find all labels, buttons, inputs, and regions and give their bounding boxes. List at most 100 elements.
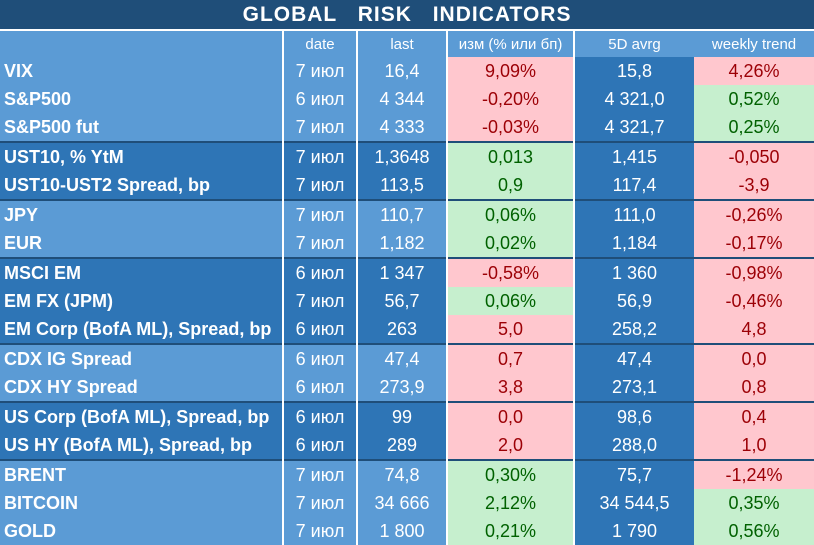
row-avg: 117,4: [573, 171, 694, 200]
table-row: BITCOIN 7 июл 34 666 2,12% 34 544,5 0,35%: [0, 489, 814, 517]
row-trend: -0,17%: [694, 229, 814, 258]
table-row: EM Corp (BofA ML), Spread, bp 6 июл 263 5,0…: [0, 315, 814, 344]
row-date: 6 июл: [282, 257, 357, 287]
row-change: 2,0: [446, 431, 574, 460]
row-date: 7 июл: [282, 489, 357, 517]
row-name: CDX HY Spread: [0, 373, 283, 402]
row-trend: 0,56%: [694, 517, 814, 545]
table-row: UST10, % YtM 7 июл 1,3648 0,013 1,415 -0,050: [0, 141, 814, 171]
row-last: 4 333: [356, 113, 447, 142]
row-change: 3,8: [446, 373, 574, 402]
row-trend: -1,24%: [694, 459, 814, 489]
row-date: 6 июл: [282, 431, 357, 460]
title-row: GLOBAL RISK INDICATORS: [0, 0, 814, 31]
row-name: GOLD: [0, 517, 283, 545]
row-date: 6 июл: [282, 315, 357, 344]
row-trend: -0,46%: [694, 287, 814, 315]
row-avg: 258,2: [573, 315, 694, 344]
row-change: 0,06%: [446, 287, 574, 315]
header-date: date: [282, 30, 357, 57]
header-last: last: [356, 30, 447, 57]
table-row: EM FX (JPM) 7 июл 56,7 0,06% 56,9 -0,46%: [0, 287, 814, 315]
row-last: 263: [356, 315, 447, 344]
row-change: 0,9: [446, 171, 574, 200]
table-row: JPY 7 июл 110,7 0,06% 111,0 -0,26%: [0, 199, 814, 229]
row-name: EUR: [0, 229, 283, 258]
row-last: 1,182: [356, 229, 447, 258]
table-row: CDX HY Spread 6 июл 273,9 3,8 273,1 0,8: [0, 373, 814, 402]
header-avg: 5D avrg: [573, 30, 694, 57]
row-last: 74,8: [356, 459, 447, 489]
row-last: 4 344: [356, 85, 447, 113]
row-name: UST10-UST2 Spread, bp: [0, 171, 283, 200]
row-change: 0,06%: [446, 199, 574, 229]
row-change: 0,7: [446, 343, 574, 373]
row-name: VIX: [0, 57, 283, 85]
row-date: 7 июл: [282, 141, 357, 171]
table-row: US Corp (BofA ML), Spread, bp 6 июл 99 0,0 9…: [0, 401, 814, 431]
table-row: EUR 7 июл 1,182 0,02% 1,184 -0,17%: [0, 229, 814, 258]
header-row: date last изм (% или бп) 5D avrg weekly …: [0, 30, 814, 57]
row-avg: 15,8: [573, 57, 694, 85]
row-avg: 111,0: [573, 199, 694, 229]
row-date: 7 июл: [282, 171, 357, 200]
row-avg: 4 321,0: [573, 85, 694, 113]
row-name: UST10, % YtM: [0, 141, 283, 171]
row-avg: 75,7: [573, 459, 694, 489]
row-name: BRENT: [0, 459, 283, 489]
row-date: 7 июл: [282, 517, 357, 545]
row-last: 1 800: [356, 517, 447, 545]
row-last: 289: [356, 431, 447, 460]
row-date: 6 июл: [282, 401, 357, 431]
row-last: 56,7: [356, 287, 447, 315]
row-trend: 0,4: [694, 401, 814, 431]
row-change: -0,20%: [446, 85, 574, 113]
row-change: 0,013: [446, 141, 574, 171]
table-title: GLOBAL RISK INDICATORS: [0, 0, 814, 31]
row-avg: 34 544,5: [573, 489, 694, 517]
row-trend: 0,25%: [694, 113, 814, 142]
row-name: US Corp (BofA ML), Spread, bp: [0, 401, 283, 431]
row-date: 7 июл: [282, 459, 357, 489]
row-date: 7 июл: [282, 113, 357, 142]
row-change: 0,21%: [446, 517, 574, 545]
row-trend: 0,52%: [694, 85, 814, 113]
row-name: JPY: [0, 199, 283, 229]
table-row: S&P500 6 июл 4 344 -0,20% 4 321,0 0,52%: [0, 85, 814, 113]
row-avg: 1 790: [573, 517, 694, 545]
row-date: 7 июл: [282, 287, 357, 315]
row-name: S&P500 fut: [0, 113, 283, 142]
row-trend: -0,050: [694, 141, 814, 171]
row-date: 6 июл: [282, 373, 357, 402]
row-last: 99: [356, 401, 447, 431]
header-name: [0, 30, 283, 57]
row-date: 7 июл: [282, 57, 357, 85]
table-row: MSCI EM 6 июл 1 347 -0,58% 1 360 -0,98%: [0, 257, 814, 287]
row-last: 113,5: [356, 171, 447, 200]
row-trend: 4,26%: [694, 57, 814, 85]
row-last: 47,4: [356, 343, 447, 373]
header-trend: weekly trend: [694, 30, 814, 57]
row-avg: 56,9: [573, 287, 694, 315]
row-date: 6 июл: [282, 85, 357, 113]
table-row: UST10-UST2 Spread, bp 7 июл 113,5 0,9 117,4-…: [0, 171, 814, 200]
table-row: VIX 7 июл 16,4 9,09% 15,8 4,26%: [0, 57, 814, 85]
table-row: CDX IG Spread 6 июл 47,4 0,7 47,4 0,0: [0, 343, 814, 373]
row-change: -0,58%: [446, 257, 574, 287]
row-name: EM FX (JPM): [0, 287, 283, 315]
row-last: 16,4: [356, 57, 447, 85]
table-row: S&P500 fut 7 июл 4 333 -0,03% 4 321,7 0,25%: [0, 113, 814, 142]
row-name: S&P500: [0, 85, 283, 113]
row-date: 7 июл: [282, 229, 357, 258]
row-trend: 0,35%: [694, 489, 814, 517]
row-change: 0,0: [446, 401, 574, 431]
row-date: 7 июл: [282, 199, 357, 229]
row-avg: 1,184: [573, 229, 694, 258]
row-name: EM Corp (BofA ML), Spread, bp: [0, 315, 283, 344]
row-avg: 1 360: [573, 257, 694, 287]
row-avg: 98,6: [573, 401, 694, 431]
row-trend: 4,8: [694, 315, 814, 344]
table-row: US HY (BofA ML), Spread, bp 6 июл 289 2,0 28…: [0, 431, 814, 460]
row-last: 1 347: [356, 257, 447, 287]
